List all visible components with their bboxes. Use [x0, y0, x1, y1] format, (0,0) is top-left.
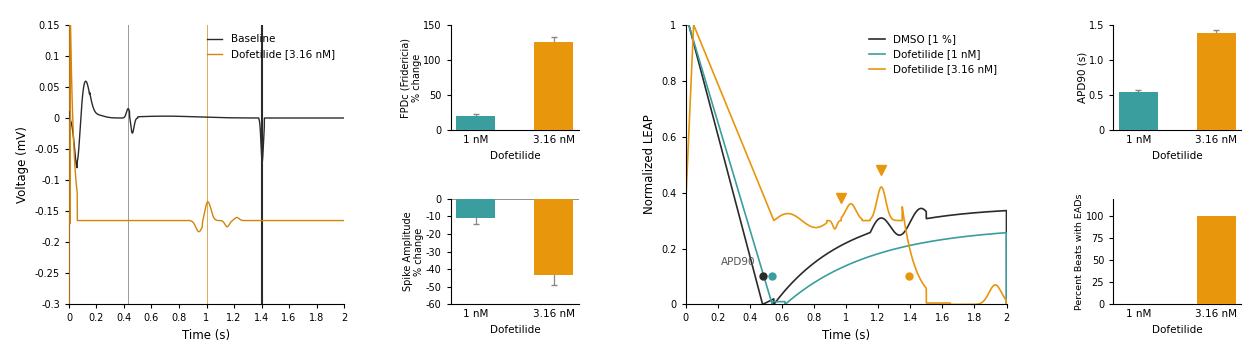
Dofetilide [3.16 nM]: [678, 205, 693, 209]
Dofetilide [3.16 nM]: [336, 218, 351, 223]
DMSO [1 %]: [868, 221, 883, 225]
Bar: [456, 199, 495, 218]
Dofetilide [3.16 nM]: [224, 219, 240, 223]
DMSO [1 %]: [678, 23, 693, 27]
Dofetilide [1 nM]: [695, 66, 710, 70]
Dofetilide [1 nM]: [882, 248, 897, 252]
Line: DMSO [1 %]: DMSO [1 %]: [686, 25, 1007, 304]
Dofetilide [3.16 nM]: [933, 301, 948, 305]
Bar: [456, 116, 495, 130]
DMSO [1 %]: [794, 271, 809, 275]
Line: Baseline: Baseline: [68, 81, 344, 168]
Baseline: [60, 116, 75, 120]
Y-axis label: FPDc (Fridericia)
% change: FPDc (Fridericia) % change: [400, 38, 421, 118]
Baseline: [161, 114, 176, 118]
Dofetilide [3.16 nM]: [280, 218, 295, 223]
Bar: [1196, 33, 1235, 130]
Legend: DMSO [1 %], Dofetilide [1 nM], Dofetilide [3.16 nM]: DMSO [1 %], Dofetilide [1 nM], Dofetilid…: [865, 30, 1001, 79]
Baseline: [75, 98, 90, 102]
X-axis label: Time (s): Time (s): [182, 329, 231, 342]
Bar: [534, 199, 573, 275]
Dofetilide [3.16 nM]: [161, 218, 176, 223]
X-axis label: Dofetilide: Dofetilide: [1152, 151, 1203, 161]
Dofetilide [1 nM]: [794, 289, 809, 293]
DMSO [1 %]: [882, 223, 897, 227]
Dofetilide [3.16 nM]: [192, 230, 207, 234]
Y-axis label: Percent Beats with EADs: Percent Beats with EADs: [1075, 193, 1085, 310]
Y-axis label: Normalized LEAP: Normalized LEAP: [642, 115, 656, 215]
Legend: Baseline, Dofetilide [3.16 nM]: Baseline, Dofetilide [3.16 nM]: [202, 30, 339, 63]
Bar: [1119, 92, 1157, 130]
Dofetilide [1 nM]: [868, 252, 883, 257]
DMSO [1 %]: [915, 207, 930, 211]
DMSO [1 %]: [999, 302, 1014, 307]
Bar: [1196, 217, 1235, 304]
Dofetilide [3.16 nM]: [999, 302, 1014, 307]
Y-axis label: Voltage (mV): Voltage (mV): [16, 126, 29, 203]
Y-axis label: APD90 (s): APD90 (s): [1077, 52, 1087, 103]
Text: APD90: APD90: [721, 257, 755, 267]
Dofetilide [3.16 nM]: [882, 212, 897, 217]
DMSO [1 %]: [933, 215, 948, 219]
DMSO [1 %]: [695, 72, 710, 76]
Y-axis label: Spike Amplitude
% change: Spike Amplitude % change: [403, 212, 424, 291]
Dofetilide [1 nM]: [933, 238, 948, 242]
Dofetilide [1 nM]: [678, 23, 693, 27]
X-axis label: Dofetilide: Dofetilide: [489, 151, 540, 161]
Dofetilide [3.16 nM]: [236, 218, 251, 223]
Line: Dofetilide [1 nM]: Dofetilide [1 nM]: [686, 25, 1007, 304]
Dofetilide [3.16 nM]: [794, 218, 809, 223]
Baseline: [280, 116, 295, 120]
Dofetilide [1 nM]: [999, 302, 1014, 307]
Baseline: [336, 116, 351, 120]
Baseline: [224, 116, 240, 120]
Dofetilide [3.16 nM]: [686, 23, 701, 27]
Baseline: [70, 166, 85, 170]
Baseline: [266, 116, 281, 120]
X-axis label: Dofetilide: Dofetilide: [1152, 325, 1203, 335]
Dofetilide [3.16 nM]: [75, 218, 90, 223]
Dofetilide [3.16 nM]: [266, 218, 281, 223]
Dofetilide [3.16 nM]: [60, 222, 75, 226]
Dofetilide [1 nM]: [915, 241, 930, 245]
Baseline: [78, 79, 93, 83]
Dofetilide [3.16 nM]: [63, 14, 78, 18]
Line: Dofetilide [3.16 nM]: Dofetilide [3.16 nM]: [68, 16, 344, 232]
Dofetilide [3.16 nM]: [915, 282, 930, 287]
Bar: [534, 42, 573, 130]
Line: Dofetilide [3.16 nM]: Dofetilide [3.16 nM]: [686, 25, 1007, 304]
X-axis label: Dofetilide: Dofetilide: [489, 325, 540, 335]
X-axis label: Time (s): Time (s): [821, 329, 870, 342]
Dofetilide [3.16 nM]: [868, 205, 883, 209]
Baseline: [236, 116, 251, 120]
Dofetilide [3.16 nM]: [695, 42, 710, 47]
